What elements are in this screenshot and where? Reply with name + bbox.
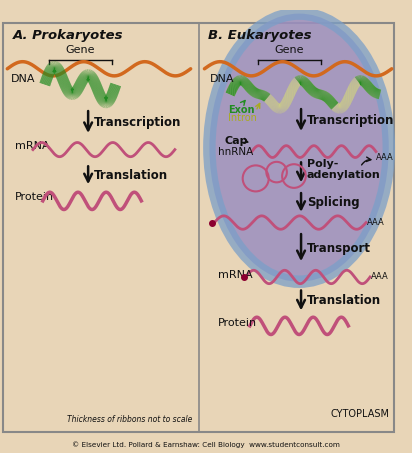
Ellipse shape [209,14,389,282]
Text: Transcription: Transcription [94,116,181,129]
Text: Splicing: Splicing [307,196,360,208]
Text: Protein: Protein [15,192,54,202]
Text: hnRNA: hnRNA [218,147,253,157]
Text: AAA: AAA [376,153,394,162]
Text: © Elsevier Ltd. Pollard & Earnshaw: Cell Biology  www.studentconsult.com: © Elsevier Ltd. Pollard & Earnshaw: Cell… [72,442,340,448]
Text: DNA: DNA [211,74,235,84]
Text: Gene: Gene [66,45,95,55]
Text: Gene: Gene [274,45,304,55]
Text: Thickness of ribbons not to scale: Thickness of ribbons not to scale [67,415,193,424]
Text: Cap: Cap [224,135,248,145]
Text: AAA: AAA [367,218,385,227]
Text: A. Prokaryotes: A. Prokaryotes [13,29,124,42]
Text: Translation: Translation [307,294,381,307]
Text: Transcription: Transcription [307,114,394,126]
Text: Translation: Translation [94,169,168,182]
Text: AAA: AAA [371,272,389,281]
Text: mRNA: mRNA [15,141,50,151]
Text: Protein: Protein [218,318,258,328]
Text: Poly-
adenylation: Poly- adenylation [307,159,381,180]
Text: CYTOPLASM: CYTOPLASM [331,409,390,419]
Text: Transport: Transport [307,242,371,255]
Text: DNA: DNA [11,74,36,84]
Text: Intron: Intron [228,113,257,123]
Text: B. Eukaryotes: B. Eukaryotes [208,29,312,42]
Text: Exon: Exon [228,105,255,115]
Text: mRNA: mRNA [218,270,253,280]
FancyBboxPatch shape [3,24,394,432]
